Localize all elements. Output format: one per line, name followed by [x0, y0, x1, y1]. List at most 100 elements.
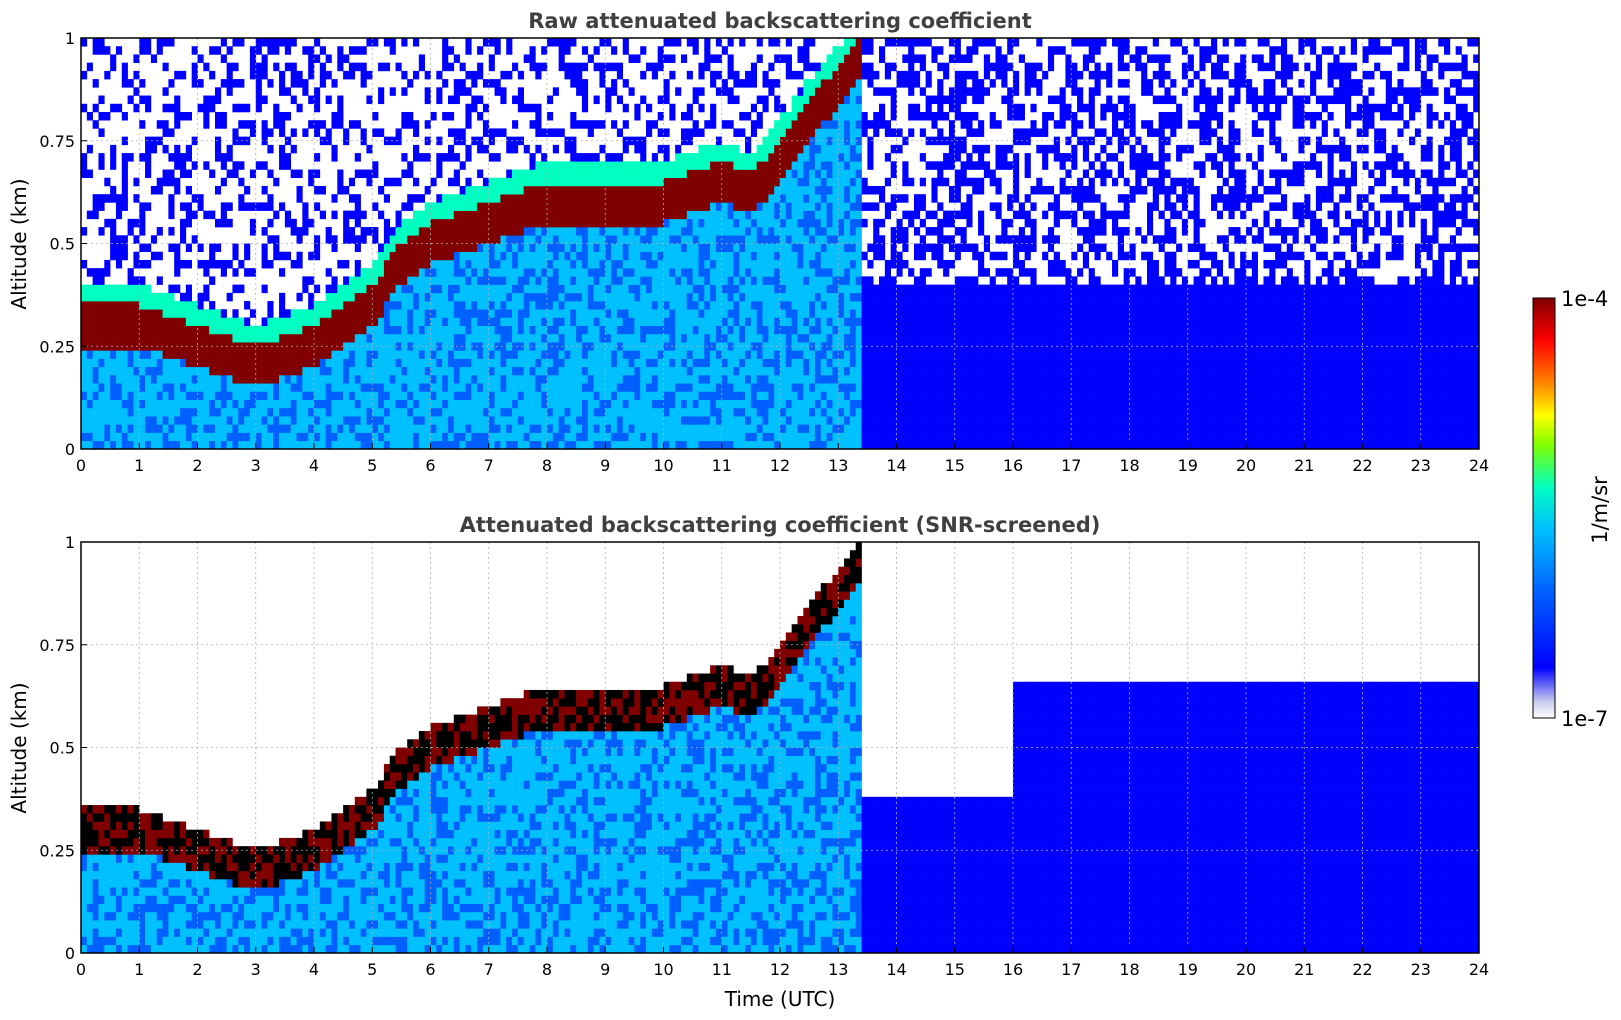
heatmap-cell: [780, 284, 787, 294]
heatmap-cell: [360, 358, 367, 368]
heatmap-cell: [558, 202, 565, 211]
heatmap-cell: [115, 383, 123, 392]
heatmap-cell: [558, 177, 565, 187]
heatmap-cell: [366, 416, 373, 425]
heatmap-cell: [698, 358, 705, 368]
heatmap-cell: [506, 218, 513, 228]
heatmap-cell: [721, 210, 728, 220]
heatmap-cell: [576, 276, 583, 285]
heatmap-cell: [261, 440, 268, 449]
heatmap-cell: [127, 358, 134, 368]
heatmap-cell: [611, 350, 618, 359]
heatmap-cell: [348, 309, 356, 318]
heatmap-cell: [139, 325, 146, 335]
heatmap-cell: [436, 268, 443, 277]
heatmap-cell: [360, 128, 367, 137]
heatmap-cell: [226, 202, 233, 211]
heatmap-cell: [506, 424, 513, 433]
heatmap-cell: [354, 366, 361, 376]
heatmap-cell: [331, 243, 338, 253]
heatmap-cell: [488, 424, 495, 433]
heatmap-cell: [855, 424, 862, 433]
heatmap-cell: [366, 169, 373, 179]
heatmap-cell: [820, 202, 827, 211]
heatmap-cell: [488, 210, 495, 220]
heatmap-cell: [529, 169, 536, 179]
heatmap-cell: [762, 440, 769, 449]
heatmap-cell: [721, 440, 728, 449]
heatmap-cell: [558, 366, 565, 376]
heatmap-cell: [855, 120, 862, 129]
heatmap-cell: [494, 79, 501, 88]
heatmap-cell: [232, 128, 239, 137]
heatmap-cell: [826, 210, 833, 220]
heatmap-cell: [325, 416, 332, 425]
heatmap-cell: [593, 243, 600, 253]
heatmap-cell: [628, 399, 635, 409]
heatmap-cell: [634, 177, 641, 187]
heatmap-cell: [791, 383, 798, 392]
heatmap-cell: [686, 276, 693, 285]
heatmap-cell: [686, 342, 693, 351]
heatmap-cell: [308, 218, 315, 228]
heatmap-cell: [593, 333, 600, 343]
heatmap-cell: [855, 169, 862, 179]
heatmap-cell: [727, 440, 734, 449]
heatmap-cell: [762, 399, 769, 409]
heatmap-cell: [98, 161, 105, 170]
heatmap-cell: [814, 366, 822, 376]
heatmap-cell: [564, 70, 571, 80]
heatmap-cell: [628, 268, 635, 277]
heatmap-cell: [512, 243, 519, 253]
heatmap-cell: [308, 54, 315, 63]
heatmap-cell: [739, 366, 746, 376]
heatmap-cell: [436, 383, 443, 392]
heatmap-cell: [576, 424, 583, 433]
heatmap-cell: [803, 366, 810, 376]
heatmap-cell: [98, 153, 105, 162]
heatmap-cell: [366, 227, 373, 236]
heatmap-cell: [587, 218, 594, 228]
heatmap-cell: [750, 227, 758, 236]
heatmap-cell: [820, 103, 827, 113]
heatmap-cell: [768, 424, 775, 433]
heatmap-cell: [541, 268, 548, 277]
heatmap-cell: [558, 424, 565, 433]
heatmap-cell: [774, 284, 781, 294]
heatmap-cell: [704, 218, 711, 228]
heatmap-cell: [669, 375, 676, 384]
heatmap-cell: [279, 391, 286, 400]
heatmap-cell: [92, 416, 99, 425]
heatmap-cell: [325, 358, 332, 368]
heatmap-cell: [768, 309, 775, 318]
heatmap-cell: [785, 227, 792, 236]
heatmap-cell: [203, 259, 210, 269]
heatmap-cell: [92, 325, 99, 335]
heatmap-cell: [844, 416, 851, 425]
heatmap-cell: [482, 251, 490, 261]
heatmap-cell: [768, 407, 775, 417]
heatmap-cell: [867, 276, 874, 285]
heatmap-cell: [646, 128, 653, 137]
heatmap-cell: [873, 407, 880, 417]
heatmap-cell: [506, 243, 513, 253]
heatmap-cell: [826, 70, 833, 80]
heatmap-cell: [482, 38, 490, 47]
heatmap-cell: [343, 399, 350, 409]
heatmap-cell: [663, 399, 670, 409]
heatmap-cell: [185, 309, 192, 318]
heatmap-cell: [680, 375, 688, 384]
heatmap-cell: [86, 301, 93, 310]
heatmap-cell: [646, 350, 653, 359]
heatmap-cell: [232, 169, 239, 179]
heatmap-cell: [832, 333, 839, 343]
heatmap-cell: [634, 251, 641, 261]
heatmap-cell: [739, 128, 746, 137]
heatmap-cell: [838, 424, 845, 433]
heatmap-cell: [704, 440, 711, 449]
heatmap-cell: [797, 210, 804, 220]
heatmap-cell: [698, 194, 705, 203]
heatmap-cell: [616, 440, 624, 449]
heatmap-cell: [133, 70, 140, 80]
heatmap-cell: [721, 366, 728, 376]
